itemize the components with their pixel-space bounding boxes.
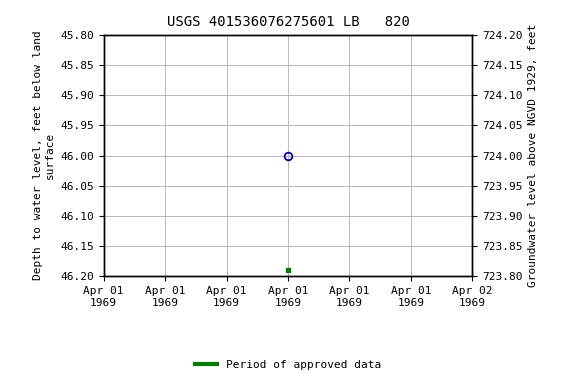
Legend: Period of approved data: Period of approved data: [191, 356, 385, 375]
Title: USGS 401536076275601 LB   820: USGS 401536076275601 LB 820: [166, 15, 410, 29]
Y-axis label: Groundwater level above NGVD 1929, feet: Groundwater level above NGVD 1929, feet: [528, 24, 538, 287]
Y-axis label: Depth to water level, feet below land
surface: Depth to water level, feet below land su…: [33, 31, 55, 280]
